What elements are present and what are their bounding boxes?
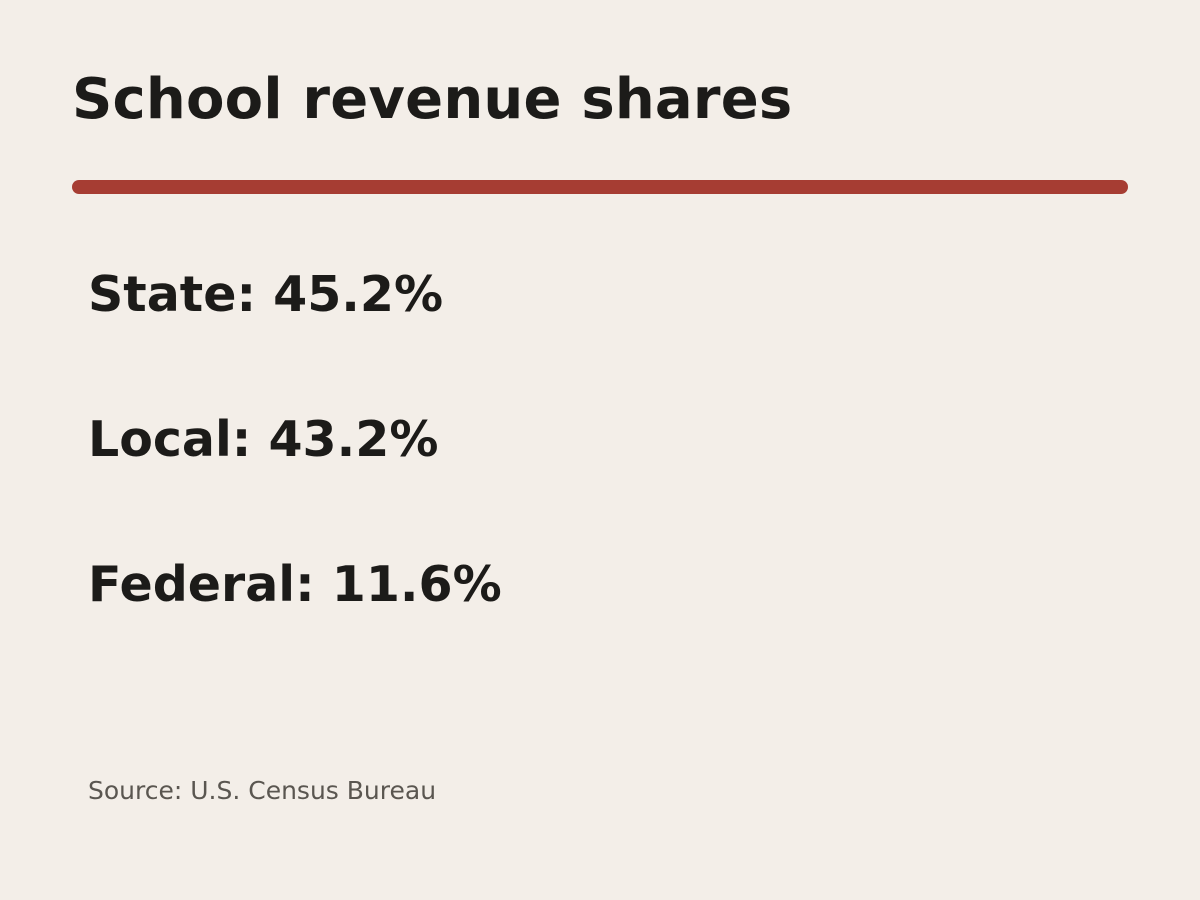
share-value: 45.2%	[273, 266, 444, 323]
share-label: Federal	[88, 556, 296, 613]
revenue-share-local: Local: 43.2%	[88, 411, 439, 468]
revenue-share-state: State: 45.2%	[88, 266, 444, 323]
accent-rule	[72, 180, 1128, 194]
share-label: Local	[88, 411, 232, 468]
chart-title: School revenue shares	[72, 67, 793, 132]
revenue-share-federal: Federal: 11.6%	[88, 556, 502, 613]
source-note: Source: U.S. Census Bureau	[88, 776, 437, 805]
share-label: State	[88, 266, 237, 323]
share-value: 11.6%	[331, 556, 502, 613]
share-value: 43.2%	[268, 411, 439, 468]
